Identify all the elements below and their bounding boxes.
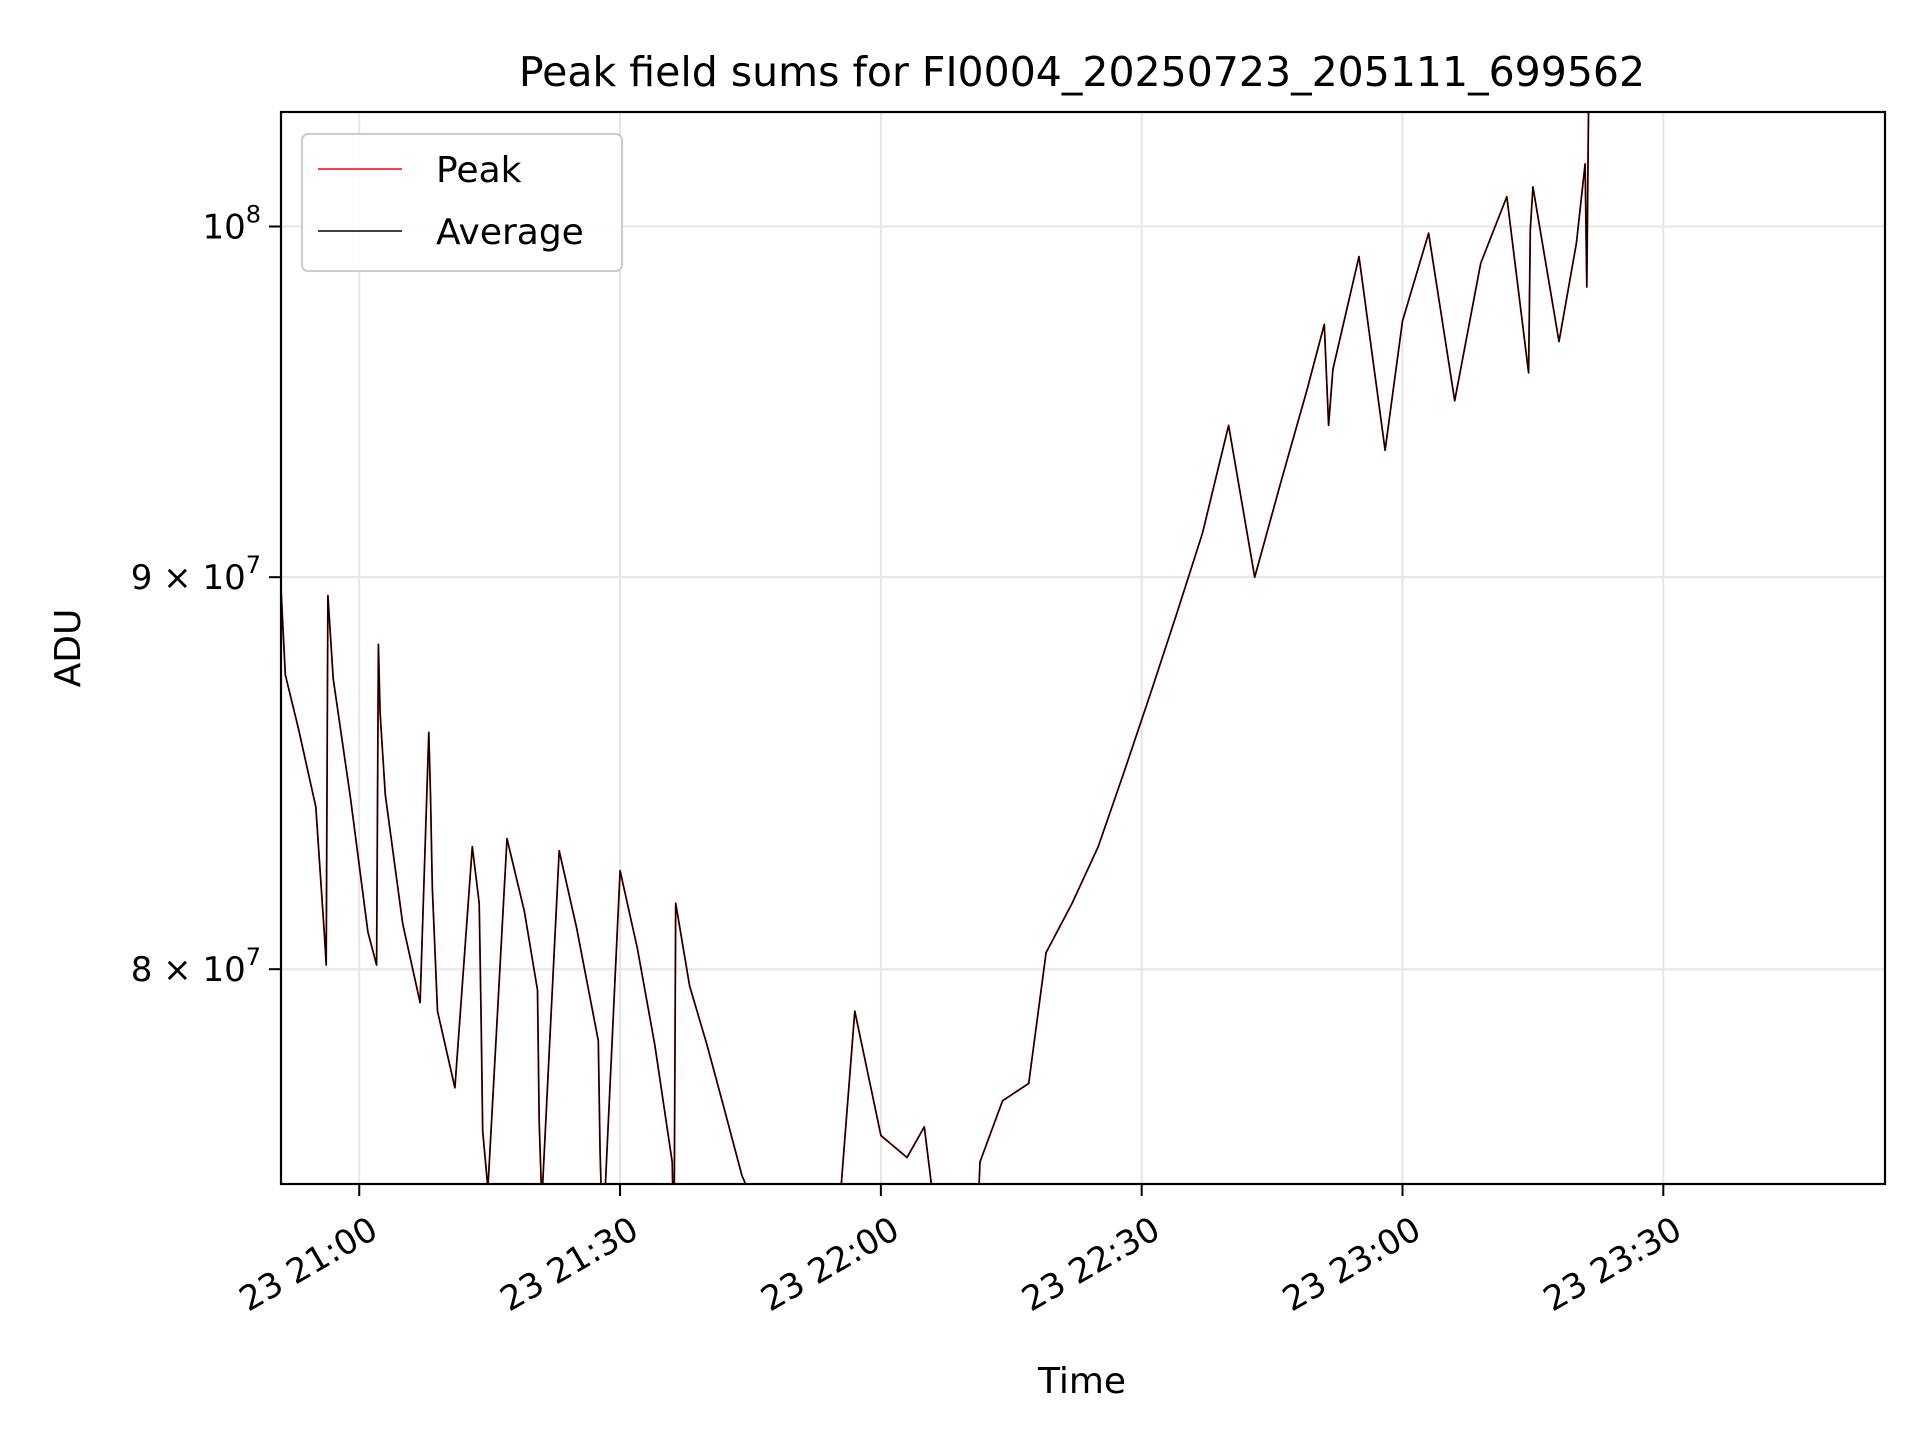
y-tick-label-base: 8 × 10 — [131, 950, 246, 990]
x-tick-label: 23 23:00 — [1276, 1209, 1428, 1320]
legend-label-peak: Peak — [436, 150, 522, 191]
y-tick-label-exponent: 7 — [246, 551, 261, 579]
chart-title: Peak field sums for FI0004_20250723_2051… — [519, 48, 1645, 96]
y-tick-label: 108 — [202, 200, 261, 247]
x-tick-label: 23 22:30 — [1015, 1209, 1167, 1320]
y-tick-label: 9 × 107 — [131, 551, 261, 598]
series-line-average — [281, 112, 1590, 1184]
plot-frame — [279, 110, 1887, 1186]
y-tick-label-exponent: 7 — [246, 943, 261, 971]
x-tick-label: 23 21:30 — [494, 1209, 646, 1320]
x-axis-label: Time — [1037, 1361, 1126, 1402]
legend: Peak Average — [301, 133, 623, 272]
x-axis-ticks: 23 21:00 23 21:30 23 22:00 23 22:30 23 23:00… — [233, 1184, 1689, 1320]
y-tick-label-base: 10 — [202, 207, 245, 247]
series-layer — [281, 112, 1590, 1184]
y-tick-label: 8 × 107 — [131, 943, 261, 990]
x-tick-label: 23 23:30 — [1537, 1209, 1689, 1320]
x-tick-label: 23 21:00 — [233, 1209, 385, 1320]
y-axis-label: ADU — [48, 609, 89, 688]
legend-label-average: Average — [436, 212, 584, 253]
y-tick-label-base: 9 × 10 — [131, 558, 246, 598]
y-tick-label-exponent: 8 — [246, 200, 261, 228]
grid — [281, 112, 1885, 1184]
x-tick-label: 23 22:00 — [754, 1209, 906, 1320]
